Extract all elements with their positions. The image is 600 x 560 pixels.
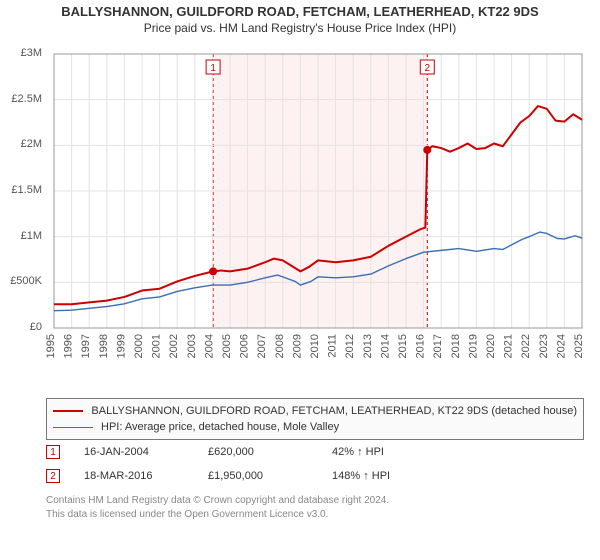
annotation-marker: 2 bbox=[46, 469, 60, 483]
legend-swatch bbox=[53, 427, 93, 428]
footer-line1: Contains HM Land Registry data © Crown c… bbox=[46, 494, 584, 508]
annotation-price: £620,000 bbox=[208, 446, 308, 458]
footer-line2: This data is licensed under the Open Gov… bbox=[46, 508, 584, 522]
x-tick-label: 2007 bbox=[256, 334, 268, 358]
legend-label: BALLYSHANNON, GUILDFORD ROAD, FETCHAM, L… bbox=[91, 405, 577, 417]
x-tick-label: 2011 bbox=[327, 334, 339, 358]
sale-marker-dot bbox=[423, 146, 431, 154]
chart-title-line1: BALLYSHANNON, GUILDFORD ROAD, FETCHAM, L… bbox=[0, 4, 600, 19]
legend-row: BALLYSHANNON, GUILDFORD ROAD, FETCHAM, L… bbox=[53, 403, 577, 419]
x-tick-label: 2009 bbox=[291, 334, 303, 358]
y-tick-label: £0 bbox=[0, 321, 42, 333]
y-tick-label: £1M bbox=[0, 230, 42, 242]
annotation-pct: 42% ↑ HPI bbox=[332, 446, 432, 458]
x-tick-label: 2021 bbox=[503, 334, 515, 358]
legend-label: HPI: Average price, detached house, Mole… bbox=[101, 421, 339, 433]
y-tick-label: £500K bbox=[0, 275, 42, 287]
legend-swatch bbox=[53, 410, 83, 412]
sale-marker-number: 2 bbox=[425, 63, 431, 74]
x-tick-label: 1996 bbox=[63, 334, 75, 358]
chart: 1 2 1995 1996 1997 1998 1999 2000 2001 2002 2003 20… bbox=[46, 48, 586, 378]
chart-title-line2: Price paid vs. HM Land Registry's House … bbox=[0, 21, 600, 35]
x-tick-label: 2018 bbox=[450, 334, 462, 358]
x-tick-label: 2006 bbox=[239, 334, 251, 358]
y-tick-label: £1.5M bbox=[0, 184, 42, 196]
x-tick-label: 1997 bbox=[80, 334, 92, 358]
x-tick-label: 2023 bbox=[538, 334, 550, 358]
x-tick-label: 2022 bbox=[520, 334, 532, 358]
x-tick-label: 2015 bbox=[397, 334, 409, 358]
x-tick-label: 2020 bbox=[485, 334, 497, 358]
x-tick-label: 2005 bbox=[221, 334, 233, 358]
x-tick-label: 2010 bbox=[309, 334, 321, 358]
x-tick-label: 2012 bbox=[344, 334, 356, 358]
x-tick-label: 1995 bbox=[46, 334, 57, 358]
x-tick-label: 2019 bbox=[467, 334, 479, 358]
annotations-table: 1 16-JAN-2004 £620,000 42% ↑ HPI 2 18-MAR-201… bbox=[46, 440, 584, 488]
x-tick-label: 2002 bbox=[168, 334, 180, 358]
annotation-date: 18-MAR-2016 bbox=[84, 470, 184, 482]
y-tick-label: £3M bbox=[0, 47, 42, 59]
y-tick-label: £2.5M bbox=[0, 93, 42, 105]
legend: BALLYSHANNON, GUILDFORD ROAD, FETCHAM, L… bbox=[46, 398, 584, 440]
x-tick-label: 2024 bbox=[555, 334, 567, 358]
annotation-pct: 148% ↑ HPI bbox=[332, 470, 432, 482]
x-tick-label: 2016 bbox=[415, 334, 427, 358]
annotation-marker: 1 bbox=[46, 445, 60, 459]
x-tick-label: 1999 bbox=[115, 334, 127, 358]
x-tick-label: 1998 bbox=[98, 334, 110, 358]
x-tick-label: 2013 bbox=[362, 334, 374, 358]
x-tick-label: 2003 bbox=[186, 334, 198, 358]
annotation-row: 1 16-JAN-2004 £620,000 42% ↑ HPI bbox=[46, 440, 584, 464]
x-tick-label: 2008 bbox=[274, 334, 286, 358]
sale-marker-number: 1 bbox=[210, 63, 216, 74]
x-tick-label: 2000 bbox=[133, 334, 145, 358]
x-tick-label: 2025 bbox=[573, 334, 585, 358]
legend-row: HPI: Average price, detached house, Mole… bbox=[53, 419, 577, 435]
y-tick-label: £2M bbox=[0, 138, 42, 150]
x-tick-label: 2014 bbox=[379, 334, 391, 358]
x-tick-label: 2001 bbox=[151, 334, 163, 358]
sale-marker-dot bbox=[209, 267, 217, 275]
annotation-price: £1,950,000 bbox=[208, 470, 308, 482]
x-tick-label: 2004 bbox=[203, 334, 215, 358]
x-tick-label: 2017 bbox=[432, 334, 444, 358]
footer-attribution: Contains HM Land Registry data © Crown c… bbox=[46, 494, 584, 521]
annotation-date: 16-JAN-2004 bbox=[84, 446, 184, 458]
annotation-row: 2 18-MAR-2016 £1,950,000 148% ↑ HPI bbox=[46, 464, 584, 488]
